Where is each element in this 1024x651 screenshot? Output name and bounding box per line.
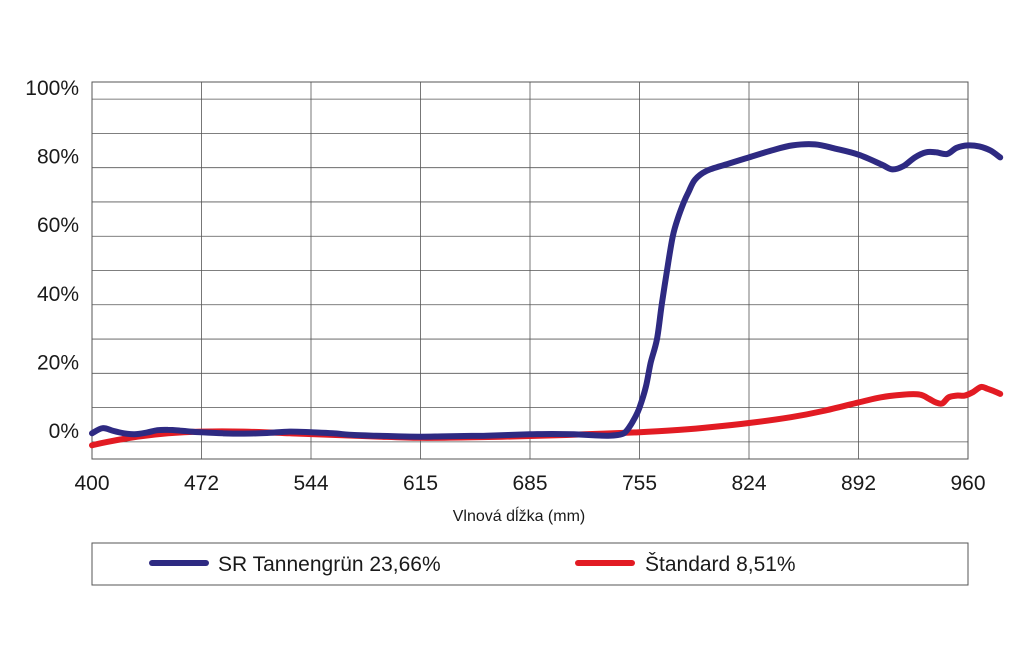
x-axis-label: Vlnová dĺžka (mm) [453,506,585,525]
x-tick-label: 615 [403,472,438,495]
y-tick-label: 40% [37,283,79,306]
legend-label-sr-tannengrun: SR Tannengrün 23,66% [218,553,441,576]
x-tick-label: 544 [293,472,328,495]
y-tick-label: 80% [37,146,79,169]
x-tick-label: 960 [950,472,985,495]
x-tick-label: 472 [184,472,219,495]
x-tick-label: 892 [841,472,876,495]
legend-box [91,542,969,586]
series-line-sr-tannengrun [89,141,1004,440]
y-tick-label: 100% [25,77,79,100]
y-tick-label: 20% [37,351,79,374]
x-tick-label: 755 [622,472,657,495]
x-tick-label: 685 [512,472,547,495]
y-tick-label: 60% [37,214,79,237]
plot-frame [91,81,969,460]
y-tick-label: 0% [49,420,79,443]
y-axis-ticks: 0% 20% 40% 60% 80% 100% [25,77,79,443]
series-layer [89,141,1004,449]
legend-label-standard: Štandard 8,51% [645,553,796,576]
x-tick-label: 400 [74,472,109,495]
x-axis-ticks: 400 472 544 615 685 755 824 892 960 [74,472,985,495]
chart-grid [92,82,968,459]
x-tick-label: 824 [731,472,766,495]
